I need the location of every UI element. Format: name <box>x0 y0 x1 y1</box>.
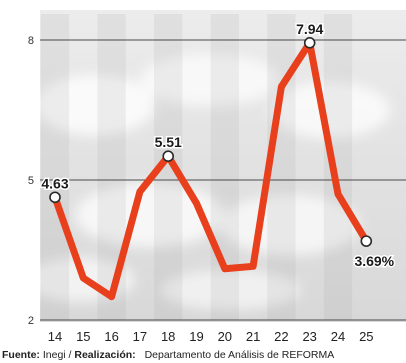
source-value: Inegi / <box>43 349 72 361</box>
series-line <box>51 39 370 301</box>
y-tick-label: 2 <box>28 315 34 327</box>
point-marker <box>49 191 61 204</box>
x-tick-label: 17 <box>133 329 147 344</box>
footer-text: Fuente: Inegi / Realización: Departament… <box>2 349 334 361</box>
x-tick-label: 19 <box>189 329 203 344</box>
point-marker <box>162 150 174 162</box>
x-tick-label: 23 <box>302 329 316 344</box>
column-stripe <box>210 14 239 320</box>
point-markers <box>49 36 373 247</box>
credit-label: Realización: <box>74 349 135 361</box>
gridlines <box>40 39 406 321</box>
x-tick-label: 16 <box>104 329 118 344</box>
y-tick-label: 8 <box>28 35 34 47</box>
point-label: 3.69% <box>354 253 394 269</box>
point-label: 7.94 <box>296 21 323 37</box>
point-marker <box>303 36 316 49</box>
x-axis-ticks: 14 15 16 17 18 19 20 21 22 23 24 25 <box>48 329 374 344</box>
x-tick-label: 25 <box>359 329 373 344</box>
column-stripe <box>40 14 70 320</box>
point-labels: 4.63 5.51 7.94 3.69% <box>40 19 396 270</box>
point-label: 4.63 <box>41 175 68 191</box>
x-tick-label: 21 <box>246 329 260 344</box>
y-axis-ticks: 8 5 2 <box>28 35 34 327</box>
column-stripe <box>97 14 126 320</box>
point-marker <box>360 235 373 247</box>
point-label: 5.51 <box>155 134 182 150</box>
source-label: Fuente: <box>2 349 40 361</box>
column-stripe <box>323 14 353 320</box>
x-tick-label: 18 <box>161 329 175 344</box>
x-tick-label: 20 <box>218 329 232 344</box>
x-tick-label: 22 <box>274 329 288 344</box>
y-tick-label: 5 <box>28 175 34 187</box>
x-tick-label: 24 <box>331 329 345 344</box>
x-tick-label: 14 <box>48 329 62 344</box>
x-tick-label: 15 <box>76 329 90 344</box>
credit-value: Departamento de Análisis de REFORMA <box>145 349 335 361</box>
